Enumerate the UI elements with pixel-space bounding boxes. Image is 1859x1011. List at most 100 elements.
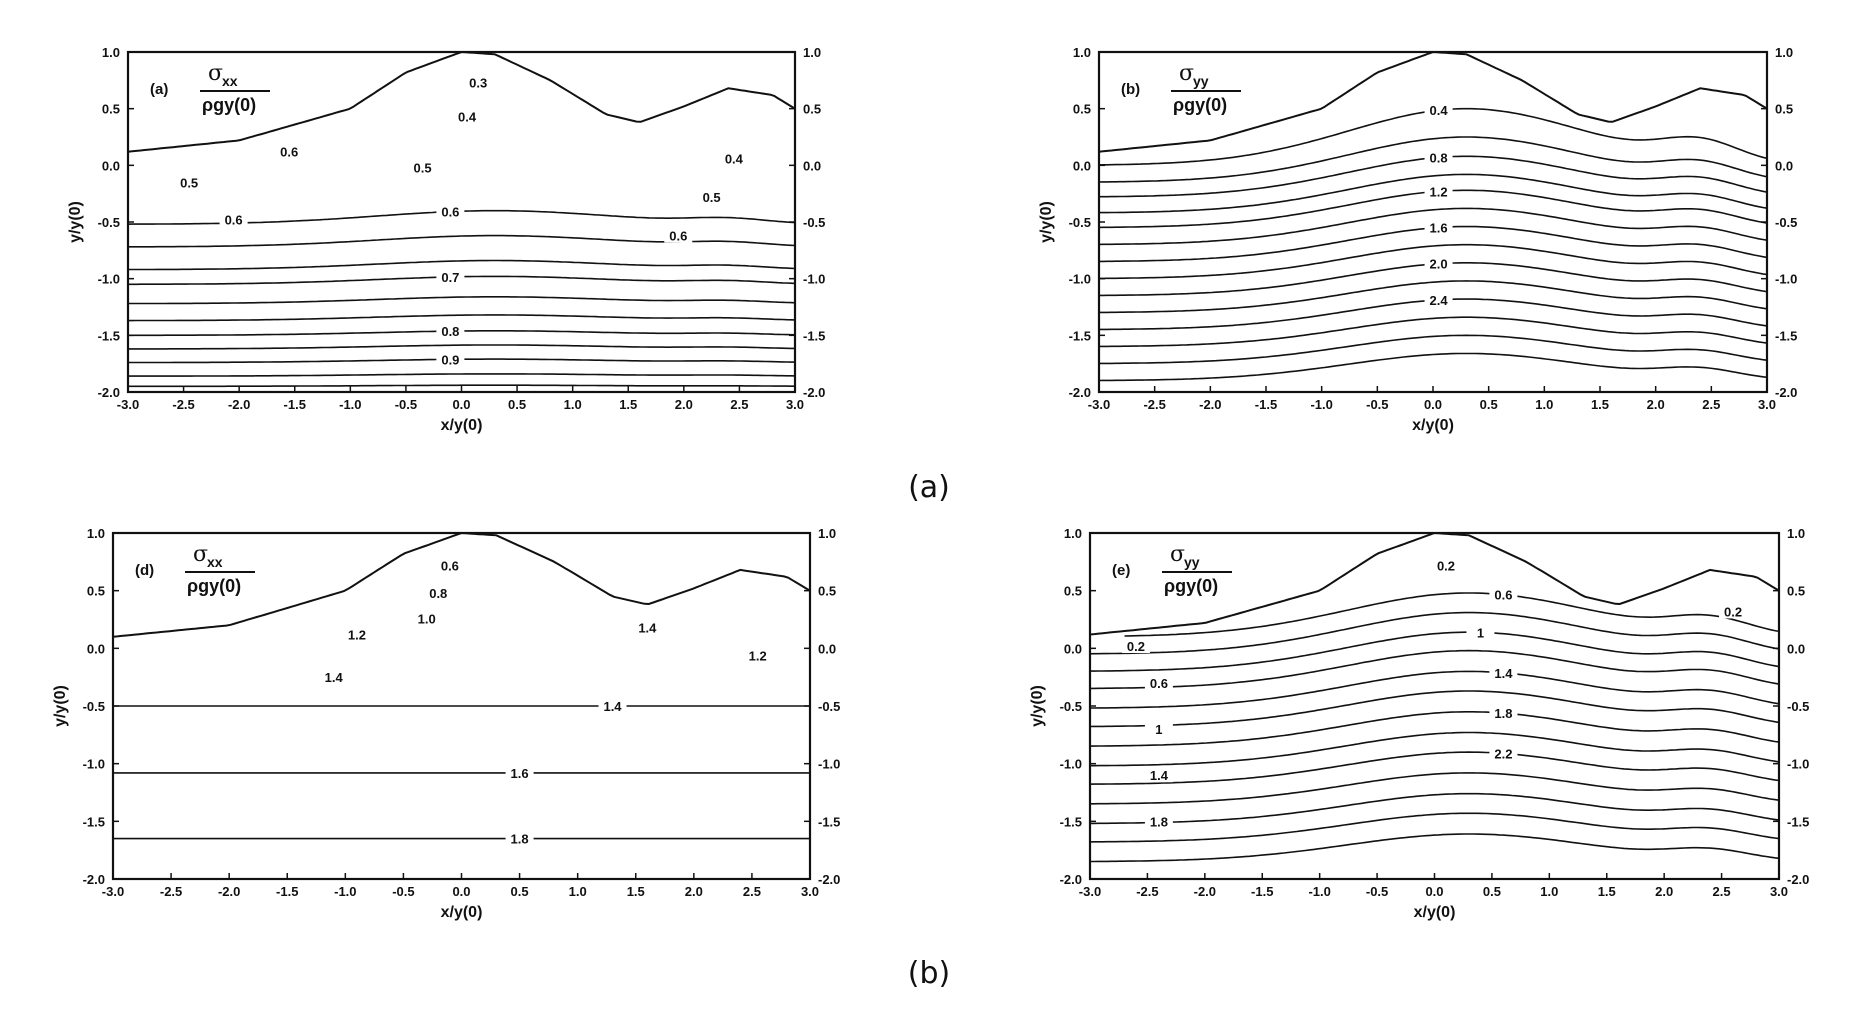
y-tick-label-right: 0.0: [1787, 641, 1805, 656]
y-tick-label-right: 1.0: [1775, 45, 1793, 60]
contour-label: 0.5: [180, 175, 198, 190]
x-tick-label: 0.5: [511, 884, 529, 899]
y-tick-label: -1.5: [1069, 328, 1091, 343]
y-tick-label: 0.0: [87, 641, 105, 656]
y-tick-label-right: -2.0: [803, 385, 825, 400]
y-tick-label-right: 0.0: [803, 158, 821, 173]
y-axis-label: y/y(0): [1038, 201, 1055, 243]
contour-line: [1090, 711, 1780, 747]
x-axis-label: x/y(0): [441, 417, 483, 434]
contour-line: [1090, 670, 1780, 709]
contour-label-bg: [424, 584, 453, 600]
x-tick-label: 0.0: [452, 397, 470, 412]
x-tick-label: 0.5: [1483, 884, 1501, 899]
contour-line: [1090, 731, 1780, 767]
y-tick-label: 1.0: [1073, 45, 1091, 60]
contour-label: 0.6: [669, 229, 687, 244]
contour-label-bg: [175, 174, 204, 190]
free-surface-line: [1089, 531, 1780, 636]
contour-label-bg: [1424, 255, 1453, 271]
contour-label-bg: [1489, 586, 1518, 602]
contour-label: 1.2: [749, 648, 767, 663]
contour-label: 0.2: [1437, 558, 1455, 573]
y-tick-label: 0.5: [102, 102, 120, 117]
contour-label-bg: [435, 557, 464, 573]
y-tick-label: -1.0: [98, 272, 120, 287]
contour-line: [128, 384, 795, 388]
y-tick-label-right: -0.5: [1775, 215, 1797, 230]
contour-label-bg: [1489, 705, 1518, 721]
panel-e: -3.0 -2.5 -2.0 -1.5 -1.0 -0.5 0.0 0.5 1.0 1.5 2.0 2…: [1029, 526, 1809, 921]
x-axis-label: x/y(0): [1412, 417, 1454, 434]
contour-line: [1089, 690, 1780, 728]
contour-label: 0.4: [458, 110, 477, 125]
x-tick-label: -1.0: [339, 397, 361, 412]
x-tick-label: -2.5: [1143, 397, 1165, 412]
y-tick-label: 1.0: [87, 526, 105, 541]
x-tick-label: -3.0: [1079, 884, 1101, 899]
x-tick-label: 1.0: [1535, 397, 1553, 412]
x-tick-label: -0.5: [1366, 884, 1388, 899]
y-tick-label-right: 1.0: [1787, 526, 1805, 541]
x-tick-label: -3.0: [1088, 397, 1110, 412]
x-tick-label: 3.0: [801, 884, 819, 899]
contour-line: [128, 259, 796, 271]
contour-label: 0.2: [1724, 604, 1742, 619]
sigma-symbol: σ: [208, 61, 223, 86]
x-tick-label: -1.0: [1310, 397, 1332, 412]
x-tick-label: 2.5: [1702, 397, 1720, 412]
contour-label-bg: [342, 626, 371, 642]
y-tick-label-right: -1.0: [803, 272, 825, 287]
y-tick-label-right: -2.0: [1787, 872, 1809, 887]
x-tick-label: -1.5: [1251, 884, 1273, 899]
sigma-subscript: xx: [207, 554, 223, 570]
contour-label: 0.8: [429, 586, 447, 601]
contour-label: 0.6: [225, 213, 243, 228]
contour-label-bg: [1144, 767, 1173, 783]
contour-label: 2.2: [1494, 746, 1512, 761]
x-tick-label: 1.5: [1598, 884, 1616, 899]
y-tick-label: -0.5: [98, 215, 120, 230]
contour-line: [1090, 649, 1780, 690]
contour-label: 1.4: [638, 621, 657, 636]
contour-line: [1098, 207, 1768, 246]
x-tick-label: 0.0: [1425, 884, 1443, 899]
contour-line: [1089, 611, 1780, 655]
panel-label: (d): [135, 562, 154, 579]
sigma-symbol: σ: [1170, 542, 1185, 567]
group-caption-a: (a): [908, 470, 950, 505]
contour-line: [128, 234, 796, 248]
contour-label-bg: [436, 323, 465, 339]
contour-label: 1.6: [1430, 220, 1448, 235]
contour-label: 2.0: [1430, 257, 1448, 272]
panel-label: (b): [1121, 81, 1140, 98]
x-tick-label: -2.5: [1136, 884, 1158, 899]
y-tick-label-right: -0.5: [818, 699, 840, 714]
y-tick-label-right: -1.5: [1775, 328, 1797, 343]
contour-label-bg: [436, 268, 465, 284]
x-tick-label: 2.5: [743, 884, 761, 899]
x-tick-label: -0.5: [392, 884, 414, 899]
x-tick-label: -3.0: [117, 397, 139, 412]
x-tick-label: 0.5: [1480, 397, 1498, 412]
contour-line: [128, 296, 796, 305]
y-tick-label: -1.5: [98, 328, 120, 343]
contour-label: 1.2: [348, 627, 366, 642]
contour-label: 0.8: [1430, 150, 1448, 165]
x-tick-label: 0.0: [452, 884, 470, 899]
y-tick-label-right: -1.5: [818, 814, 840, 829]
contour-label: 0.4: [1430, 103, 1449, 118]
contour-label-bg: [633, 619, 662, 635]
y-tick-label: 0.0: [1073, 158, 1091, 173]
y-axis-label: y/y(0): [67, 201, 84, 243]
x-tick-label: -0.5: [395, 397, 417, 412]
contour-label: 2.4: [1430, 293, 1449, 308]
y-tick-label: -2.0: [98, 385, 120, 400]
fraction-denominator: ρgy(0): [187, 576, 241, 596]
sigma-symbol: σ: [1179, 61, 1194, 86]
y-tick-label: -1.5: [1060, 814, 1082, 829]
contour-label: 0.6: [1150, 676, 1168, 691]
x-tick-label: 2.0: [1647, 397, 1665, 412]
y-tick-label-right: -1.5: [803, 328, 825, 343]
